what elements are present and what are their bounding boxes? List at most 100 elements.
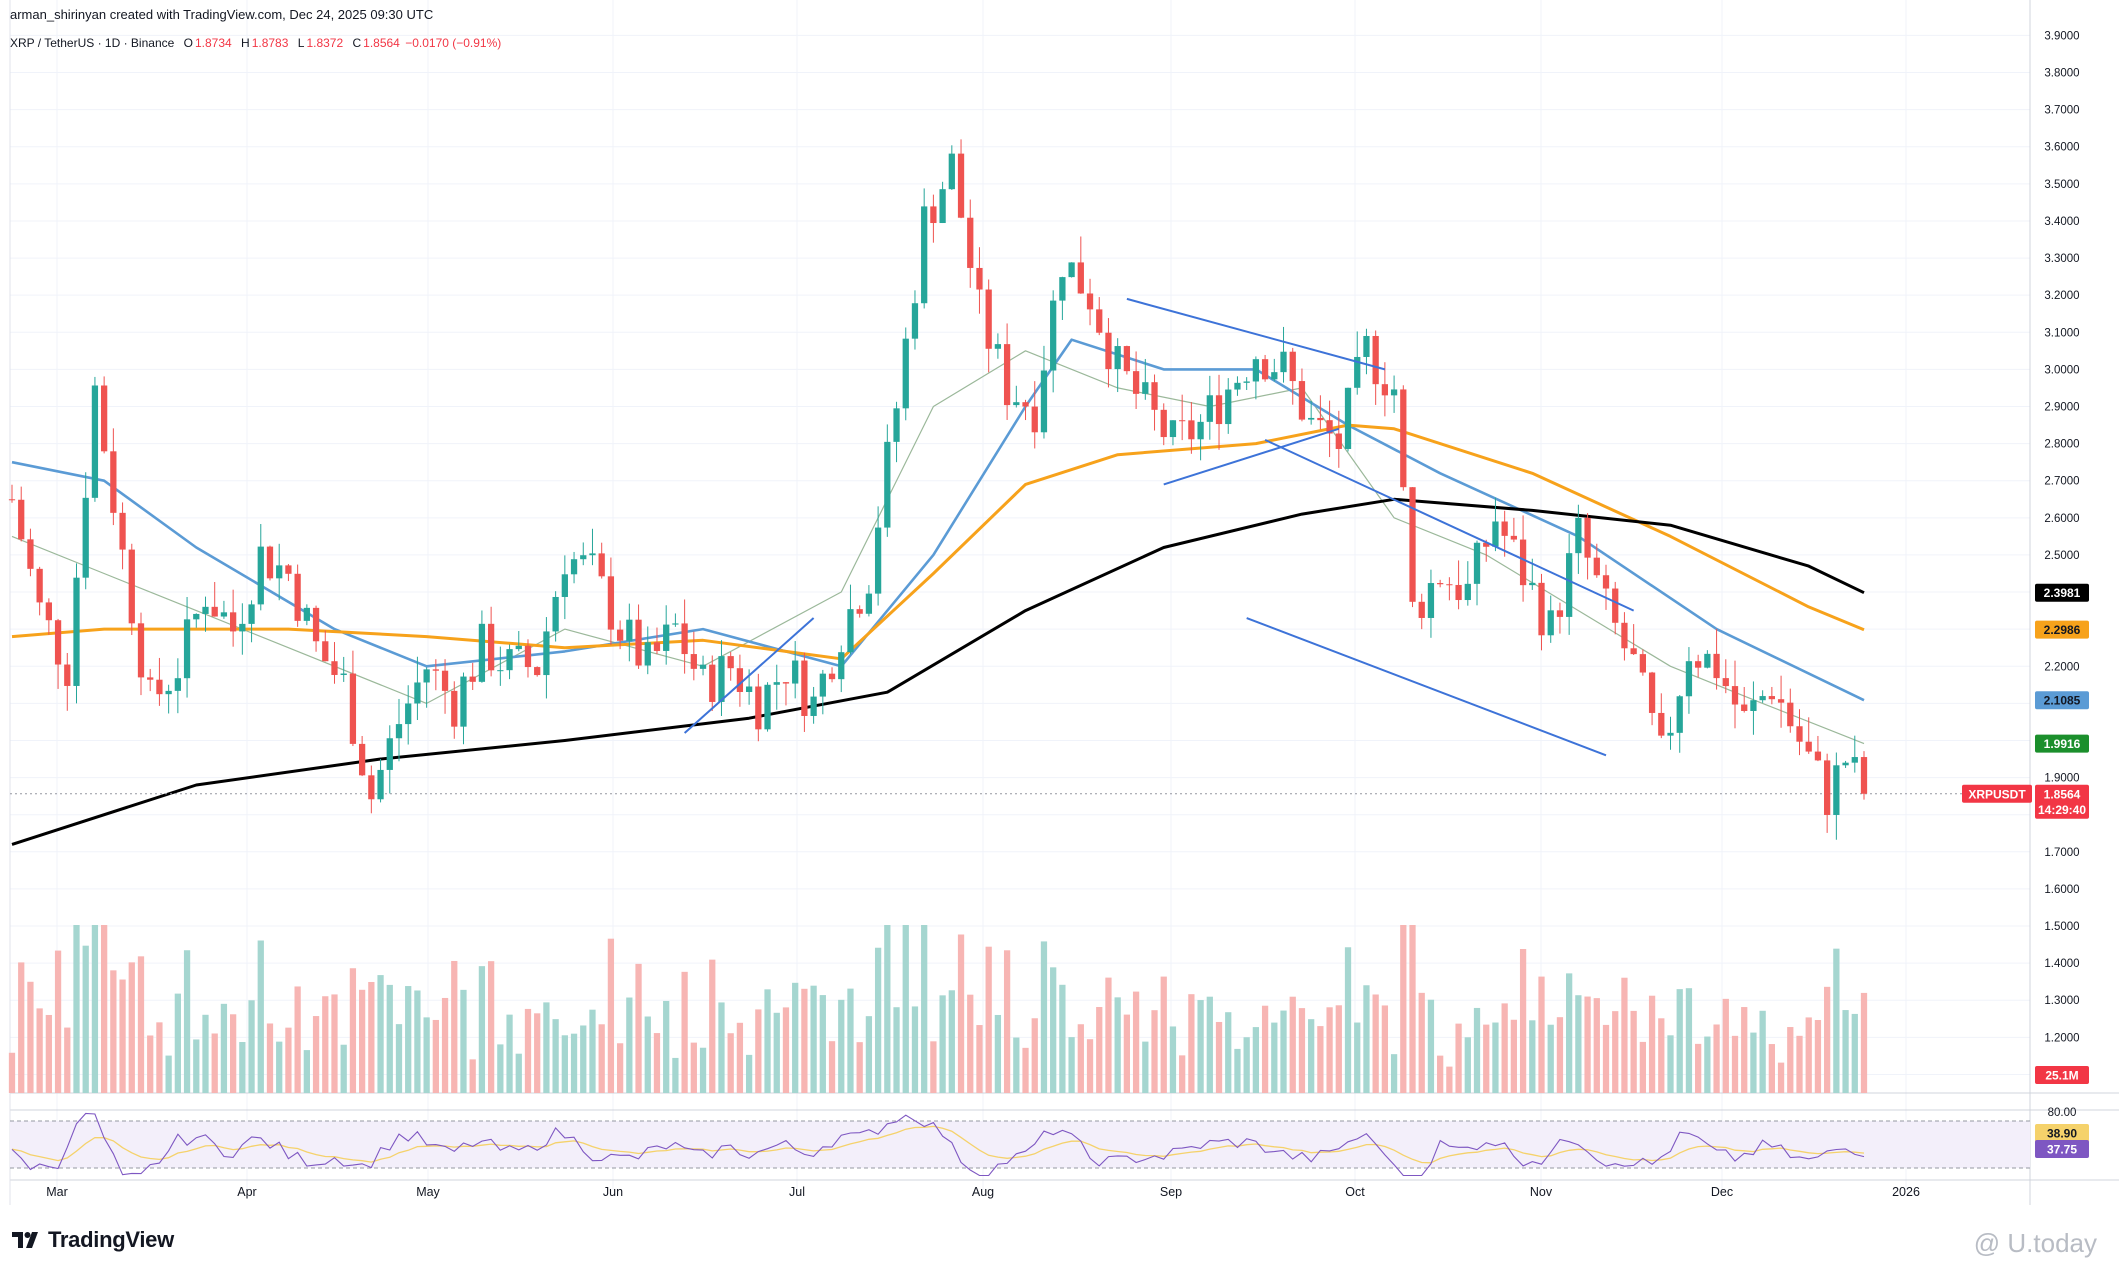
candle-body [1059,277,1066,301]
volume-bar [690,1042,697,1093]
y-tick-label: 1.6000 [2044,884,2079,896]
volume-bar [1851,1013,1858,1093]
trendline [1163,427,1340,486]
volume-bar [626,997,633,1093]
candle-body [1132,371,1140,394]
candle-body [1796,726,1803,742]
candle-body [543,631,550,676]
candle-body [1722,678,1729,687]
candle-body [524,645,532,668]
y-tick-label: 1.2000 [2044,1032,2079,1044]
candle-body [1271,372,1278,380]
volume-bar [957,934,965,1093]
volume-bar [1243,1037,1250,1093]
candle-body [1308,417,1315,420]
tradingview-logo[interactable]: TradingView [12,1227,174,1253]
volume-bar [1040,941,1048,1093]
volume-bar [1824,986,1831,1093]
volume-bar [147,1035,154,1093]
candle-body [110,451,117,513]
volume-bar [1566,973,1573,1093]
candle-body [1050,300,1057,371]
price-tags: 2.3981 2.2986 2.1085 1.9916 XRPUSDT 1.8564 14:… [1962,583,2089,1158]
volume-bar [1455,1023,1462,1093]
trendlines[interactable] [683,297,1635,757]
volume-bar [1602,1024,1610,1093]
volume-bar [82,945,89,1093]
volume-bar [1575,995,1582,1093]
candle-body [1105,332,1112,370]
volume-bar [764,989,771,1093]
candle-body [156,679,163,695]
candle-body [1759,696,1766,701]
trendline [1126,297,1386,371]
y-tick-label: 3.1000 [2044,327,2079,339]
candle-body [248,604,255,624]
countdown-tag: 14:29:40 [2038,803,2086,817]
volume-bar [1289,996,1296,1093]
candle-body [1418,601,1425,618]
rsi-value-tag: 37.75 [2047,1143,2077,1157]
candle-body [36,568,43,603]
candle-body [1584,517,1591,558]
candle-body [994,344,1002,349]
y-tick-label: 3.2000 [2044,290,2079,302]
candle-body [1860,757,1868,794]
candle-body [828,673,836,680]
volume-bar [174,993,181,1093]
volume-bar [101,925,108,1093]
candle-body [1031,406,1038,433]
candle-body [1289,351,1296,382]
candle-body [672,623,679,625]
candle-body [1068,262,1075,278]
candle-body [1547,610,1554,636]
volume-bar [1464,1037,1471,1093]
volume-bar [994,1014,1002,1093]
candle-body [101,385,108,452]
volume-bar [1547,1024,1554,1093]
rsi-ma-tag: 38.90 [2047,1127,2077,1141]
volume-bar [451,960,458,1093]
volume-bar [1381,1005,1389,1093]
candle-body [174,678,181,691]
volume-bar [967,994,974,1093]
x-tick-label: Sep [1160,1185,1182,1199]
candle-body [1261,359,1269,380]
volume-bar [782,1007,790,1093]
candle-body [230,612,237,632]
volume-bar [884,925,891,1093]
volume-bar [1860,992,1868,1093]
volume-bar [930,1041,937,1093]
candle-body [27,539,34,569]
candle-body [266,546,274,579]
x-tick-label: 2026 [1892,1185,1920,1199]
volume-bar [1206,996,1213,1093]
volume-bar [1768,1044,1775,1093]
chart-credit: arman_shirinyan created with TradingView… [10,7,434,22]
volume-bar [534,1013,541,1093]
volume-bar [1188,994,1195,1093]
volume-bar [1796,1035,1803,1093]
y-tick-label: 1.5000 [2044,921,2079,933]
volume-bar [1648,995,1656,1093]
volume-bar [709,959,716,1093]
volume-bar [1722,998,1729,1093]
volume-bar [515,1053,522,1093]
candle-body [1851,757,1858,763]
time-axis[interactable]: Mar Apr May Jun Jul Aug Sep Oct Nov Dec 2026 [46,1185,1920,1199]
price-axis[interactable]: 3.9000 3.8000 3.7000 3.6000 3.5000 3.4000 3.30… [2044,30,2079,1081]
candle-body [1676,696,1683,733]
volume-bar [1483,1024,1490,1093]
volume-bar [432,1019,439,1093]
volume-bar [202,1014,209,1093]
volume-bar [1842,1010,1849,1093]
candle-body [405,703,412,725]
candle-body [810,696,817,716]
candlestick-series[interactable] [8,139,1868,840]
candle-body [1427,583,1435,618]
candle-body [1280,351,1287,373]
volume-bar [1639,1041,1646,1093]
volume-bar [874,947,882,1093]
candle-body [1013,402,1020,406]
